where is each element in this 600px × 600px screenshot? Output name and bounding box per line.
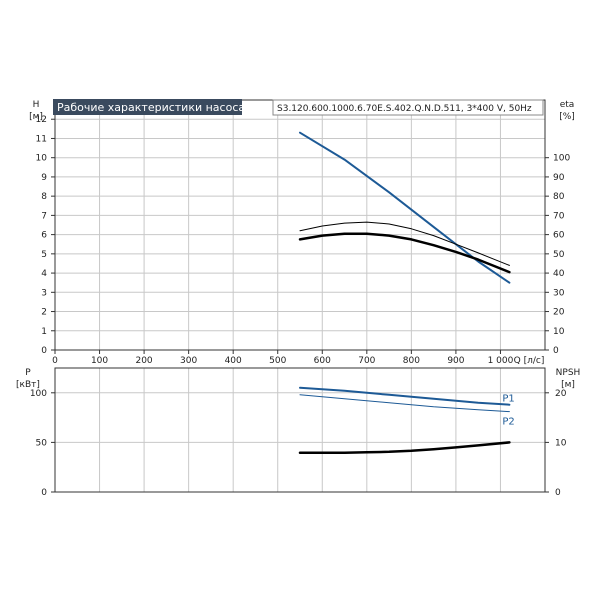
x-tick-label: 600 <box>314 356 331 366</box>
efficiency-curve-2 <box>298 232 511 274</box>
npsh-tick-label: 10 <box>555 438 567 448</box>
efficiency-curve-1 <box>299 221 510 266</box>
x-tick-label: 400 <box>225 356 242 366</box>
efficiency-tick-label: 70 <box>553 211 565 221</box>
efficiency-tick-label: 80 <box>553 192 565 202</box>
head-tick-label: 6 <box>41 231 47 241</box>
efficiency-tick-label: 100 <box>553 154 570 164</box>
lower-panel-grid <box>54 368 545 493</box>
head-tick-label: 4 <box>41 269 47 279</box>
chart-title: Рабочие характеристики насоса <box>57 101 245 114</box>
series-label-p2: P2 <box>502 417 514 428</box>
head-tick-label: 8 <box>41 192 47 202</box>
head-tick-label: 1 <box>41 327 47 337</box>
efficiency-tick-label: 30 <box>553 288 565 298</box>
head-axis-title: H <box>33 100 40 110</box>
head-tick-label: 11 <box>36 134 47 144</box>
npsh-axis-title: NPSH <box>556 368 581 378</box>
npsh-tick-label: 0 <box>555 488 561 498</box>
power-tick-label: 0 <box>41 488 47 498</box>
x-tick-label: 1 000 <box>488 356 514 366</box>
head-tick-label: 7 <box>41 211 47 221</box>
power-p1-curve <box>299 386 511 406</box>
head-tick-label: 5 <box>41 250 47 260</box>
efficiency-tick-label: 60 <box>553 231 565 241</box>
x-tick-label: 900 <box>447 356 464 366</box>
head-tick-label: 12 <box>36 115 47 125</box>
lower-panel-curves: P1 P2 <box>298 386 515 455</box>
flow-axis-title: Q [л/с] <box>514 356 545 366</box>
power-axis-unit: [кВт] <box>16 380 40 390</box>
efficiency-tick-label: 40 <box>553 269 565 279</box>
model-box <box>272 99 544 116</box>
series-label-p1: P1 <box>502 394 514 405</box>
head-tick-label: 0 <box>41 346 47 356</box>
head-tick-label: 9 <box>41 173 47 183</box>
head-tick-label: 10 <box>36 154 48 164</box>
upper-panel-frame <box>54 99 546 351</box>
power-tick-label: 50 <box>36 438 48 448</box>
x-tick-label: 0 <box>52 356 58 366</box>
power-axis-title: P <box>25 368 31 378</box>
head-tick-label: 2 <box>41 308 47 318</box>
x-tick-label: 300 <box>180 356 197 366</box>
npsh-curve <box>298 441 511 455</box>
npsh-tick-label: 20 <box>555 389 567 399</box>
x-tick-label: 700 <box>358 356 375 366</box>
head-curve <box>299 131 511 284</box>
power-tick-label: 100 <box>30 389 47 399</box>
x-tick-label: 800 <box>403 356 420 366</box>
efficiency-tick-label: 10 <box>553 327 565 337</box>
npsh-axis-unit: [м] <box>561 380 575 390</box>
efficiency-tick-label: 50 <box>553 250 565 260</box>
efficiency-tick-label: 20 <box>553 308 565 318</box>
x-tick-label: 100 <box>91 356 108 366</box>
x-tick-label: 500 <box>269 356 286 366</box>
efficiency-tick-label: 90 <box>553 173 565 183</box>
efficiency-tick-label: 0 <box>553 346 559 356</box>
x-tick-label: 200 <box>135 356 152 366</box>
chart-title-box <box>53 99 242 115</box>
upper-panel-ticks: 0 100 200 300 400 500 600 700 800 900 1 0000123456… <box>36 115 571 366</box>
upper-panel-grid <box>54 100 545 351</box>
efficiency-axis-title: eta <box>560 100 575 110</box>
efficiency-axis-unit: [%] <box>559 112 575 122</box>
head-axis-unit: [м] <box>29 112 43 122</box>
lower-panel-frame <box>54 367 546 493</box>
upper-panel-curves <box>298 131 511 284</box>
power-p2-curve <box>299 394 510 413</box>
pump-model-label: S3.120.600.1000.6.70E.S.402.Q.N.D.511, 3… <box>277 104 532 114</box>
lower-panel-ticks: 0 50 100 0 10 20 <box>30 389 567 498</box>
head-tick-label: 3 <box>41 288 47 298</box>
